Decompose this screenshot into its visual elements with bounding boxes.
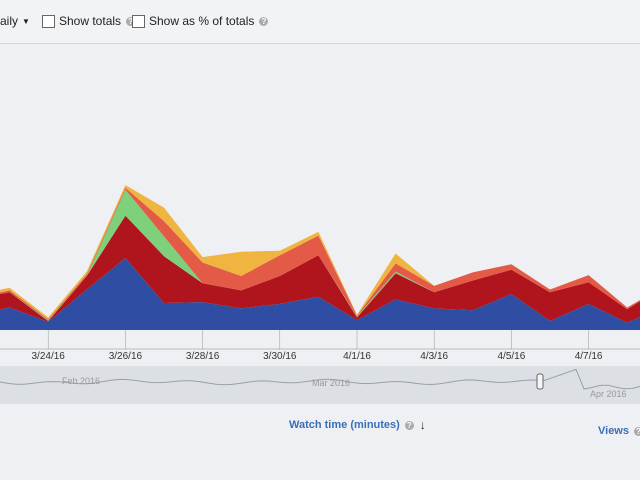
series-area-1 (0, 215, 640, 323)
navigator-label: Apr 2016 (590, 389, 627, 399)
x-tick-label: 3/28/16 (186, 351, 220, 362)
show-percent-checkbox[interactable] (132, 14, 145, 28)
help-icon[interactable]: ? (126, 16, 136, 26)
toolbar-divider (0, 43, 640, 44)
metric-watch-time[interactable]: Watch time (minutes) ? ↓ (289, 418, 426, 432)
navigator-label: Feb 2016 (62, 376, 100, 386)
navigator-line (0, 368, 640, 390)
show-percent-label: Show as % of totals (149, 14, 255, 28)
x-tick-label: 4/1/16 (343, 351, 371, 362)
x-axis-ticks: 3/22/163/24/163/26/163/28/163/30/164/1/1… (32, 330, 603, 362)
chart-toolbar: aily ▼ Show totals ? Show as % of totals… (0, 0, 640, 44)
show-percent-option[interactable]: Show as % of totals ? (132, 14, 269, 28)
period-label: aily (0, 14, 19, 28)
x-tick-label: 4/5/16 (497, 351, 525, 362)
navigator-label: Mar 2016 (312, 378, 350, 388)
watch-time-label: Watch time (minutes) (289, 419, 400, 431)
help-icon[interactable]: ? (404, 420, 414, 430)
chart-areas (0, 185, 640, 330)
dropdown-caret-icon: ▼ (22, 16, 30, 26)
show-totals-option[interactable]: Show totals ? (42, 14, 136, 28)
help-icon[interactable]: ? (634, 426, 640, 436)
x-tick-label: 4/3/16 (420, 351, 448, 362)
show-totals-label: Show totals (59, 14, 122, 28)
x-tick-label: 3/26/16 (109, 351, 143, 362)
sort-arrow-icon[interactable]: ↓ (419, 418, 426, 432)
metric-views[interactable]: Views ? (598, 425, 640, 437)
stacked-area-chart: 3/22/163/24/163/26/163/28/163/30/164/1/1… (0, 185, 640, 404)
period-dropdown[interactable]: aily ▼ (0, 14, 30, 28)
views-label: Views (598, 425, 629, 437)
x-tick-label: 3/30/16 (263, 351, 297, 362)
show-totals-checkbox[interactable] (42, 14, 55, 28)
date-range-navigator[interactable]: Feb 2016 Mar 2016 Apr 2016 (0, 366, 640, 404)
navigator-handle[interactable] (536, 373, 544, 390)
help-icon[interactable]: ? (259, 16, 269, 26)
series-area-3 (0, 187, 640, 321)
series-area-0 (0, 258, 640, 330)
x-tick-label: 3/24/16 (32, 351, 66, 362)
x-tick-label: 4/7/16 (575, 351, 603, 362)
